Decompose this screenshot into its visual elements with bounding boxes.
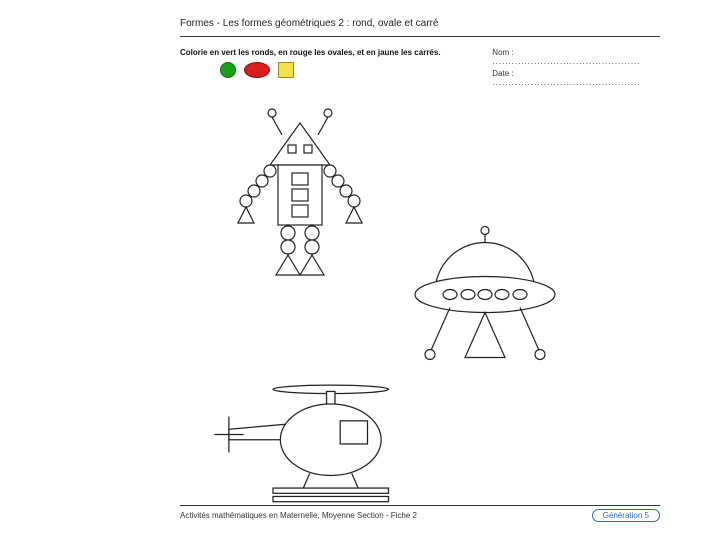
name-line: ........................................… [492,57,640,66]
ufo-figure [395,220,575,370]
footer-badge: Génération 5 [592,509,660,522]
color-legend [220,62,294,78]
legend-circle-icon [220,62,236,78]
legend-oval-icon [244,62,270,78]
name-label: Nom : [492,48,513,57]
title-text: Formes - Les formes géométriques 2 : ron… [180,18,438,29]
page-title: Formes - Les formes géométriques 2 : ron… [180,18,660,37]
date-label: Date : [492,69,513,78]
footer: Activités mathématiques en Maternelle, M… [180,505,660,522]
robot-figure [220,95,380,295]
name-date-box: Nom : ..................................… [492,48,660,90]
helicopter-figure [210,370,420,520]
date-line: ........................................… [492,78,640,87]
legend-square-icon [278,62,294,78]
footer-text: Activités mathématiques en Maternelle, M… [180,511,417,520]
worksheet-page: Formes - Les formes géométriques 2 : ron… [0,0,720,540]
